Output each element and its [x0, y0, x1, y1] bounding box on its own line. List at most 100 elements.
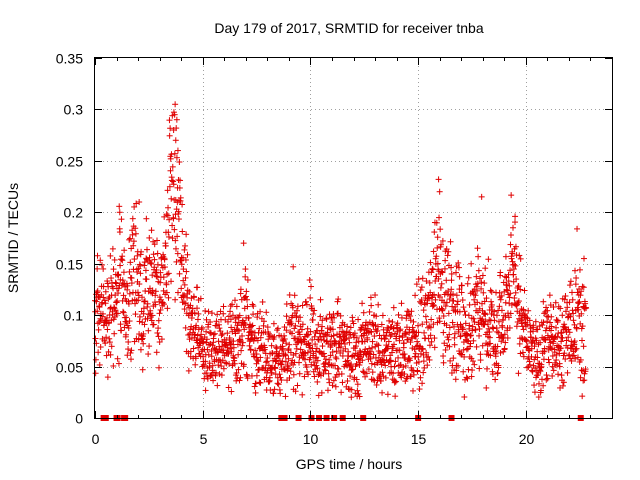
data-point: [438, 241, 445, 248]
data-point: [166, 183, 173, 190]
data-point: [132, 225, 139, 232]
data-point: [227, 340, 234, 347]
data-point: [387, 357, 394, 364]
data-point: [142, 267, 149, 274]
data-point: [345, 385, 352, 392]
data-point: [329, 326, 336, 333]
data-point: [381, 352, 388, 359]
data-point: [233, 369, 240, 376]
data-point: [298, 326, 305, 333]
data-point: [191, 309, 198, 316]
data-point: [255, 358, 262, 365]
data-point: [120, 308, 127, 315]
data-point: [173, 154, 180, 161]
data-point: [421, 329, 428, 336]
data-point: [450, 355, 457, 362]
data-point: [315, 392, 322, 399]
data-point: [102, 340, 109, 347]
data-point: [327, 352, 334, 359]
data-point: [155, 333, 162, 340]
data-point: [192, 355, 199, 362]
data-point: [454, 301, 461, 308]
data-point: [268, 369, 275, 376]
data-point: [96, 304, 103, 311]
data-point: [230, 338, 237, 345]
data-point: [111, 314, 118, 321]
data-point: [350, 334, 357, 341]
data-point: [426, 356, 433, 363]
data-point: [128, 280, 135, 287]
data-point: [201, 363, 208, 370]
data-point: [464, 280, 471, 287]
data-point: [281, 324, 288, 331]
data-point: [433, 253, 440, 260]
data-point: [136, 313, 143, 320]
data-point: [432, 277, 439, 284]
data-point: [296, 359, 303, 366]
data-point: [314, 365, 321, 372]
data-point: [299, 391, 306, 398]
data-point: [141, 262, 148, 269]
data-point: [381, 336, 388, 343]
data-point: [448, 264, 455, 271]
data-point: [148, 317, 155, 324]
data-point: [143, 246, 150, 253]
data-point: [339, 379, 346, 386]
data-point: [382, 374, 389, 381]
data-point: [292, 388, 299, 395]
data-point: [408, 367, 415, 374]
data-point: [210, 331, 217, 338]
data-point: [295, 318, 302, 325]
data-point: [293, 312, 300, 319]
data-point: [326, 325, 333, 332]
data-point: [423, 319, 430, 326]
data-point: [213, 369, 220, 376]
data-point: [439, 269, 446, 276]
data-point: [140, 330, 147, 337]
data-point: [242, 321, 249, 328]
data-point: [395, 354, 402, 361]
data-point: [410, 318, 417, 325]
data-point: [164, 305, 171, 312]
data-point: [446, 331, 453, 338]
data-point: [227, 308, 234, 315]
data-point: [151, 256, 158, 263]
data-point: [215, 338, 222, 345]
data-point: [95, 326, 102, 333]
data-point: [236, 327, 243, 334]
data-point: [440, 359, 447, 366]
data-point: [333, 355, 340, 362]
data-point: [364, 336, 371, 343]
data-point: [111, 330, 118, 337]
data-point: [108, 343, 115, 350]
data-point: [141, 321, 148, 328]
data-point: [123, 314, 130, 321]
data-point: [322, 356, 329, 363]
data-point: [416, 386, 423, 393]
data-point: [126, 236, 133, 243]
data-point: [386, 317, 393, 324]
data-point: [318, 327, 325, 334]
data-point: [241, 326, 248, 333]
data-point: [430, 302, 437, 309]
data-point: [309, 316, 316, 323]
data-point: [438, 280, 445, 287]
data-point: [153, 349, 160, 356]
data-point: [353, 376, 360, 383]
data-point: [451, 341, 458, 348]
data-point: [346, 339, 353, 346]
data-point: [206, 360, 213, 367]
data-point: [353, 360, 360, 367]
data-point: [96, 361, 103, 368]
data-point: [169, 163, 176, 170]
data-point: [293, 307, 300, 314]
data-point: [100, 294, 107, 301]
data-point: [231, 297, 238, 304]
data-point: [429, 265, 436, 272]
data-point: [360, 309, 367, 316]
data-point: [187, 348, 194, 355]
data-point: [208, 310, 215, 317]
data-point: [168, 177, 175, 184]
data-point: [242, 266, 249, 273]
data-point: [112, 307, 119, 314]
